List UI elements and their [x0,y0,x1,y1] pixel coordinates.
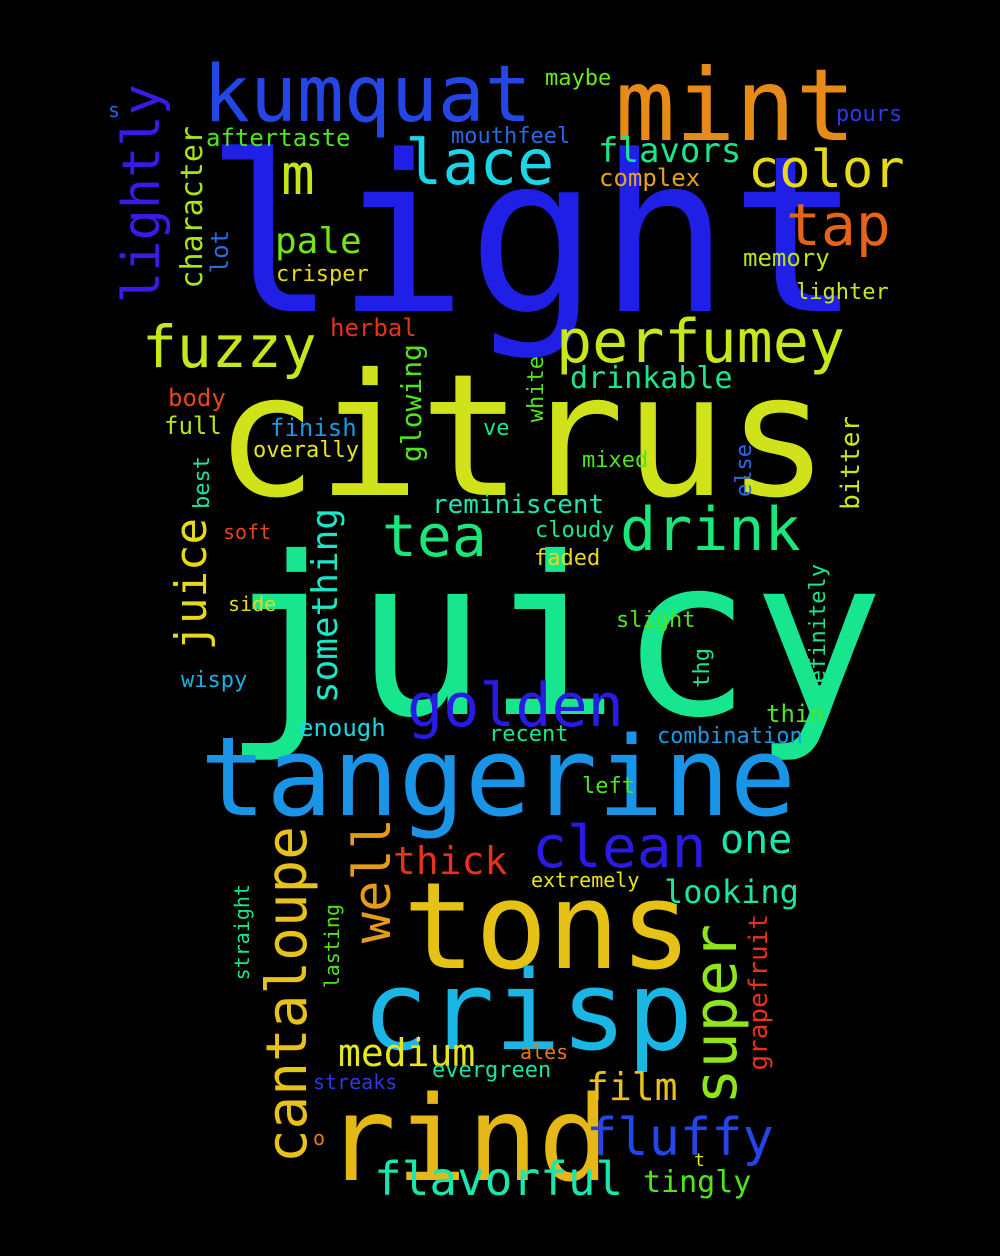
word-perfumey: perfumey [556,307,845,377]
word-super: super [681,924,751,1105]
word-juicy: juicy [222,510,885,766]
word-ales: ales [520,1040,569,1064]
word-crisp: crisp [362,947,694,1075]
word-crisper: crisper [276,262,369,287]
word-flavorful: flavorful [374,1152,624,1206]
word-side: side [228,592,277,616]
word-maybe: maybe [545,66,612,91]
word-flavors: flavors [598,131,742,171]
word-best: best [190,456,215,509]
word-slight: slight [616,608,696,633]
word-lace: lace [405,126,555,199]
word-m: m [281,143,315,208]
word-herbal: herbal [330,314,417,342]
word-well: well [343,818,403,944]
word-extremely: extremely [531,868,640,892]
word-pours: pours [836,102,903,127]
word-something: something [305,508,346,704]
word-definitely: definitely [806,564,831,697]
word-memory: memory [743,244,830,272]
word-juice: juice [166,518,217,651]
word-drink: drink [620,495,801,565]
word-one: one [720,817,793,863]
word-straight: straight [230,884,254,981]
word-rind: rind [325,1070,610,1208]
word-tap: tap [786,191,891,259]
word-light: light [205,110,862,363]
word-finish: finish [270,414,357,442]
word-clean: clean [532,813,707,881]
word-bitter: bitter [836,416,866,510]
word-left: left [582,774,635,799]
word-tons: tons [403,858,692,997]
word-soft: soft [223,520,272,544]
word-s: s [108,98,121,122]
word-lot: lot [206,230,234,274]
word-thg: thg [690,648,715,688]
word-streaks: streaks [313,1070,398,1094]
word-t: t [694,1150,705,1171]
word-glowing: glowing [395,344,428,463]
word-faded: faded [534,546,601,571]
word-cantaloupe: cantaloupe [255,826,320,1164]
word-cloudy: cloudy [535,518,615,543]
word-drinkable: drinkable [570,361,733,396]
word-kumquat: kumquat [203,50,532,140]
word-full: full [164,412,222,440]
word-overally: overally [253,438,359,463]
word-o: o [313,1126,326,1150]
word-ve: ve [483,416,510,441]
word-else: else [732,444,757,497]
word-thick: thick [393,839,508,883]
word-combination: combination [657,724,803,749]
word-recent: recent [489,722,569,747]
word-golden: golden [407,671,624,741]
word-wispy: wispy [181,668,248,693]
word-medium: medium [338,1031,476,1075]
word-character: character [175,126,210,289]
word-thin: thin [766,700,824,728]
word-mint: mint [615,47,856,164]
word-tingly: tingly [643,1165,752,1200]
word-body: body [168,384,226,412]
word-lasting: lasting [320,904,344,989]
word-lighter: lighter [796,280,889,305]
word-grapefruit: grapefruit [744,914,774,1071]
word-mixed: mixed [582,448,649,473]
word-looking: looking [664,873,799,911]
word-lightly: lightly [112,84,172,304]
word-mouthfeel: mouthfeel [451,124,571,149]
word-complex: complex [599,164,701,192]
word-film: film [586,1065,678,1109]
word-evergreen: evergreen [432,1058,552,1083]
word-tea: tea [382,502,487,570]
word-fuzzy: fuzzy [142,313,317,381]
word-reminiscent: reminiscent [432,490,605,520]
word-enough: enough [299,714,386,742]
word-pale: pale [275,221,362,262]
word-citrus: citrus [215,338,830,536]
word-aftertaste: aftertaste [206,124,351,152]
word-fluffy: fluffy [586,1108,774,1168]
word-tangerine: tangerine [200,713,797,841]
word-white: white [524,356,549,423]
word-color: color [748,140,905,200]
